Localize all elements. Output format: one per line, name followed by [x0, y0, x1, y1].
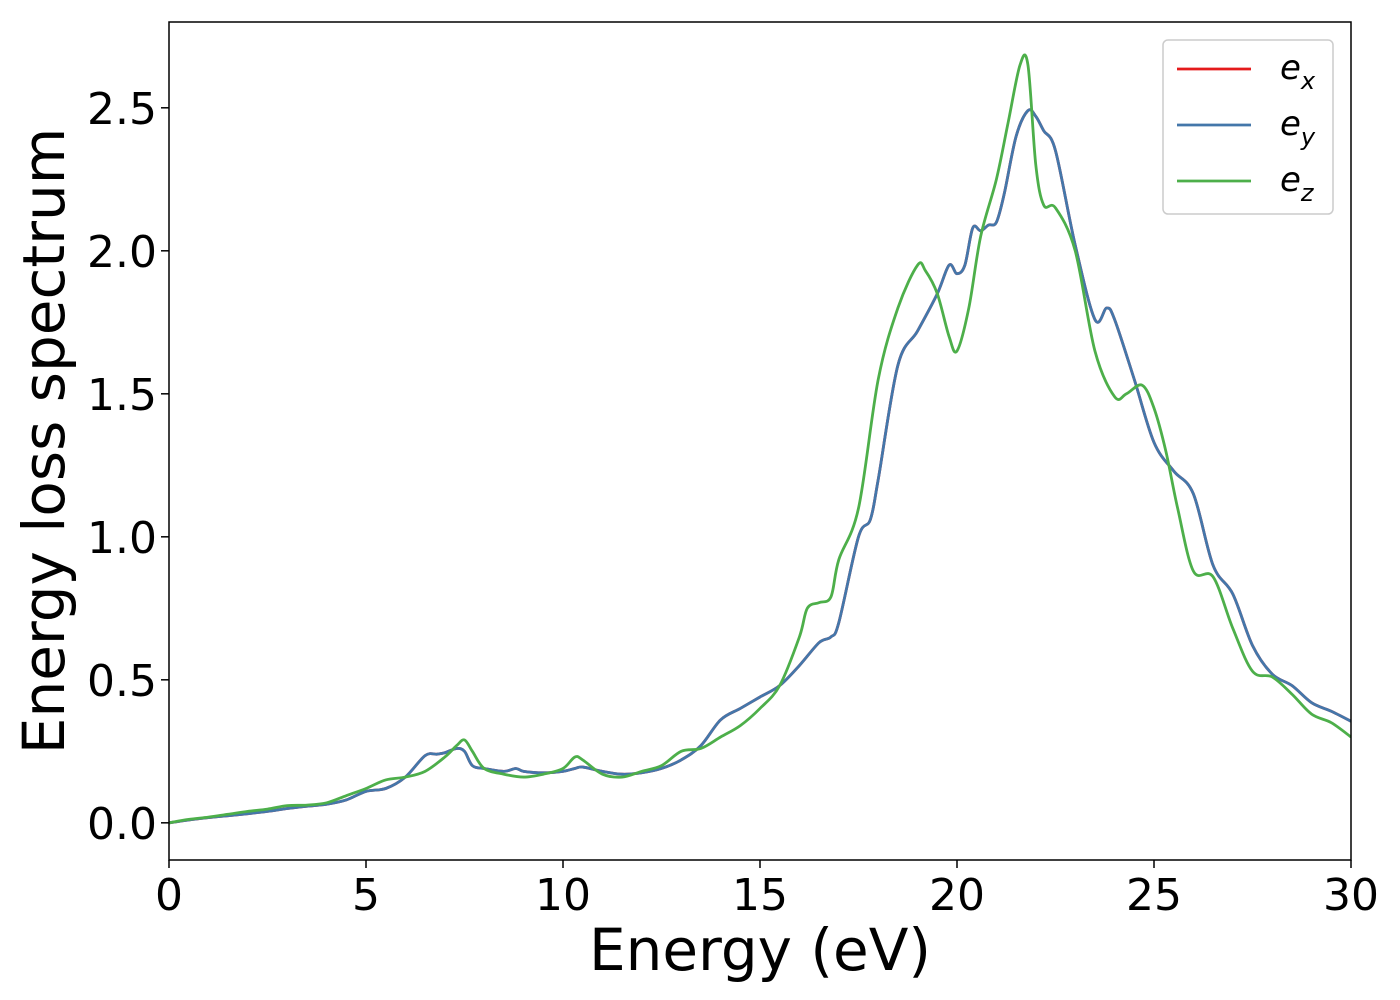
y-tick-label: 1.5 — [87, 370, 157, 421]
x-tick-label: 30 — [1323, 870, 1379, 921]
x-tick-label: 0 — [155, 870, 183, 921]
y-tick-label: 0.0 — [87, 799, 157, 850]
y-axis-label: Energy loss spectrum — [10, 128, 78, 754]
x-tick-label: 20 — [929, 870, 985, 921]
y-tick-label: 1.0 — [87, 513, 157, 564]
y-tick-label: 0.5 — [87, 656, 157, 707]
legend-box — [1162, 39, 1334, 215]
x-tick-label: 10 — [535, 870, 591, 921]
y-tick-label: 2.5 — [87, 84, 157, 135]
y-tick-label: 2.0 — [87, 227, 157, 278]
x-tick-label: 5 — [352, 870, 380, 921]
x-tick-label: 15 — [732, 870, 788, 921]
series-line-ez — [169, 53, 1351, 825]
x-axis-label: Energy (eV) — [589, 916, 931, 984]
x-tick-label: 25 — [1126, 870, 1182, 921]
series-line-ey — [169, 108, 1351, 825]
